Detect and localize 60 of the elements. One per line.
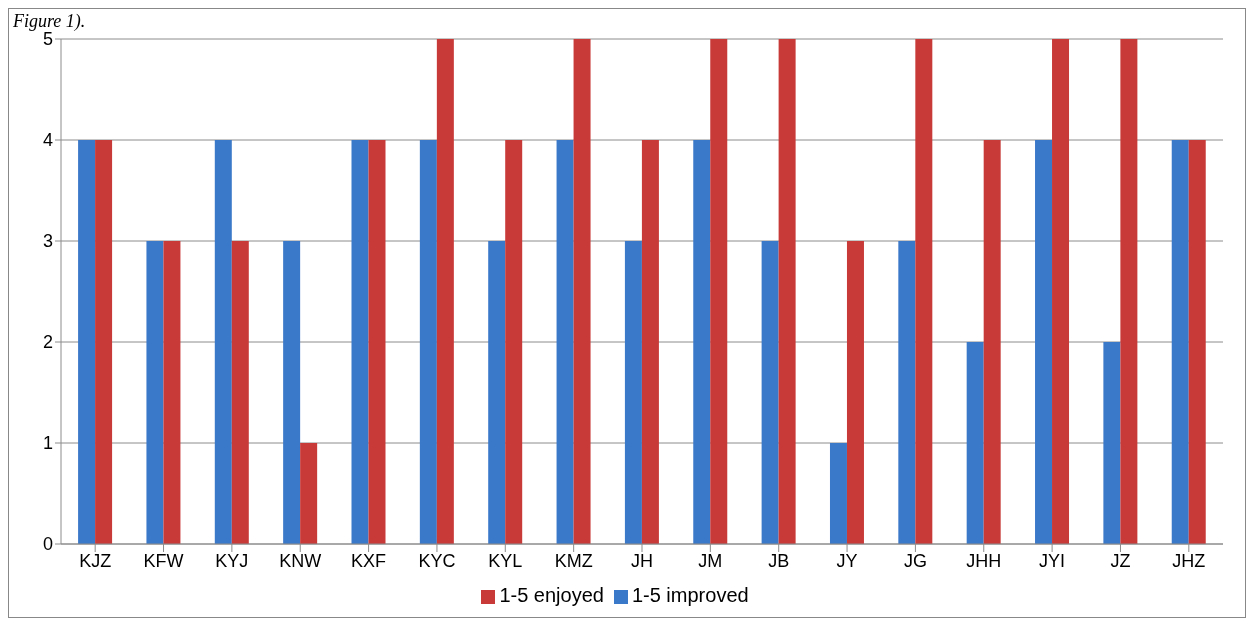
x-tick-label: KMZ (554, 550, 593, 571)
bar (624, 241, 642, 544)
x-tick-label: KJZ (79, 550, 112, 571)
bar (1052, 39, 1070, 544)
x-tick-label: KXF (351, 550, 387, 571)
bar (1035, 140, 1053, 544)
x-tick-label: JHH (966, 550, 1002, 571)
bar (163, 241, 181, 544)
legend-label: 1-5 enjoyed (499, 584, 604, 606)
x-tick-label: JM (698, 550, 723, 571)
bar (761, 241, 779, 544)
y-tick-label: 1 (42, 433, 53, 454)
bar (1171, 140, 1189, 544)
bar (556, 140, 574, 544)
bar (778, 39, 796, 544)
bar (1120, 39, 1138, 544)
y-tick-label: 0 (42, 534, 53, 555)
x-tick-label: JH (631, 550, 653, 571)
bar (368, 140, 386, 544)
bar (78, 140, 96, 544)
y-tick-label: 3 (42, 231, 53, 252)
x-tick-label: JY (836, 550, 858, 571)
bar (710, 39, 728, 544)
x-tick-label: KYJ (215, 550, 249, 571)
bar (1103, 342, 1121, 544)
bar (488, 241, 506, 544)
y-tick-label: 2 (42, 332, 53, 353)
bar (283, 241, 301, 544)
bar (573, 39, 591, 544)
bar (436, 39, 454, 544)
bar (641, 140, 659, 544)
bar (146, 241, 164, 544)
x-tick-label: JB (768, 550, 790, 571)
x-tick-label: KNW (279, 550, 322, 571)
x-tick-label: JG (903, 550, 927, 571)
bar (214, 140, 232, 544)
y-tick-label: 4 (42, 130, 53, 151)
legend-label: 1-5 improved (631, 584, 749, 606)
x-tick-label: JYI (1039, 550, 1066, 571)
y-tick-label: 5 (42, 29, 53, 50)
x-tick-label: JZ (1110, 550, 1131, 571)
caption: Figure 1). (13, 11, 86, 32)
bar (419, 140, 437, 544)
bar (300, 443, 318, 544)
bar (1188, 140, 1206, 544)
x-tick-label: KFW (143, 550, 184, 571)
x-tick-label: JHZ (1172, 550, 1206, 571)
x-tick-label: KYL (488, 550, 523, 571)
x-tick-label: KYC (418, 550, 456, 571)
bar (966, 342, 984, 544)
bar (95, 140, 113, 544)
bar (351, 140, 369, 544)
bar (983, 140, 1001, 544)
bar (898, 241, 916, 544)
bar (829, 443, 847, 544)
bar (231, 241, 249, 544)
bar (846, 241, 864, 544)
bar (915, 39, 933, 544)
bar (693, 140, 711, 544)
bar (505, 140, 523, 544)
